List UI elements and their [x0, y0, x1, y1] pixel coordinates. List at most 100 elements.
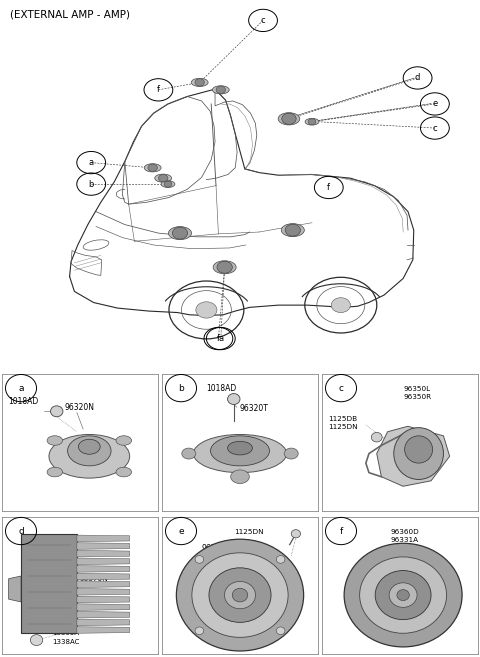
Polygon shape [77, 589, 130, 595]
Text: 13395A: 13395A [52, 629, 79, 635]
Circle shape [164, 181, 172, 187]
Polygon shape [77, 612, 130, 618]
Polygon shape [77, 604, 130, 610]
Circle shape [331, 298, 350, 313]
Circle shape [308, 119, 316, 125]
Polygon shape [77, 543, 130, 549]
Polygon shape [21, 533, 77, 633]
Polygon shape [9, 576, 21, 602]
Ellipse shape [68, 436, 111, 466]
Circle shape [209, 568, 271, 622]
Text: 1018AD: 1018AD [206, 384, 236, 393]
Text: a: a [218, 334, 223, 343]
Polygon shape [77, 596, 130, 602]
Circle shape [397, 589, 409, 600]
Circle shape [389, 583, 417, 607]
Ellipse shape [305, 118, 319, 125]
Text: 96331A: 96331A [391, 537, 419, 543]
Circle shape [375, 570, 431, 620]
Circle shape [344, 543, 462, 647]
Circle shape [360, 557, 446, 633]
Circle shape [192, 553, 288, 637]
Ellipse shape [394, 428, 444, 480]
Text: 1125DB: 1125DB [329, 416, 358, 422]
Circle shape [276, 627, 285, 635]
Ellipse shape [49, 434, 130, 478]
Polygon shape [77, 619, 130, 625]
Text: b: b [88, 179, 94, 189]
Circle shape [172, 227, 188, 239]
Text: 1018AD: 1018AD [9, 397, 39, 406]
Circle shape [276, 556, 285, 563]
Ellipse shape [231, 470, 249, 484]
Text: e: e [178, 526, 184, 535]
Text: c: c [261, 16, 265, 25]
Text: c: c [432, 124, 437, 133]
Ellipse shape [405, 436, 432, 463]
Ellipse shape [212, 86, 229, 94]
Text: 96371: 96371 [201, 544, 226, 553]
Text: 96360D: 96360D [391, 529, 420, 535]
Circle shape [30, 635, 43, 646]
Polygon shape [77, 558, 130, 564]
Circle shape [285, 224, 300, 236]
Ellipse shape [182, 448, 196, 459]
Text: 1125DN: 1125DN [234, 529, 264, 535]
Text: d: d [18, 526, 24, 535]
Text: 96350R: 96350R [403, 394, 431, 400]
Text: f: f [327, 183, 330, 192]
Circle shape [195, 556, 204, 563]
Ellipse shape [116, 467, 132, 477]
Text: 96350L: 96350L [403, 386, 430, 392]
Circle shape [176, 539, 304, 651]
Polygon shape [77, 581, 130, 587]
Circle shape [291, 530, 300, 538]
Ellipse shape [228, 442, 252, 455]
Ellipse shape [47, 467, 62, 477]
Ellipse shape [213, 261, 236, 274]
Text: 1338AC: 1338AC [52, 639, 79, 645]
Polygon shape [77, 574, 130, 580]
Ellipse shape [281, 223, 304, 237]
Circle shape [216, 86, 226, 93]
Circle shape [282, 113, 296, 124]
Circle shape [195, 627, 204, 635]
Polygon shape [77, 551, 130, 557]
Text: 1125DN: 1125DN [329, 424, 358, 430]
Text: f: f [339, 526, 343, 535]
Ellipse shape [155, 174, 172, 182]
Ellipse shape [191, 78, 208, 87]
Circle shape [50, 406, 63, 417]
Ellipse shape [116, 436, 132, 445]
Ellipse shape [144, 164, 161, 172]
Text: f: f [217, 334, 220, 343]
Text: a: a [18, 384, 24, 393]
Text: (EXTERNAL AMP - AMP): (EXTERNAL AMP - AMP) [10, 9, 130, 19]
Circle shape [225, 581, 255, 609]
Text: 96320T: 96320T [240, 404, 269, 413]
Ellipse shape [211, 436, 269, 466]
Text: b: b [178, 384, 184, 393]
Ellipse shape [284, 448, 298, 459]
Ellipse shape [168, 227, 192, 240]
Text: e: e [432, 99, 437, 108]
Circle shape [372, 432, 382, 442]
Ellipse shape [193, 434, 287, 472]
Circle shape [217, 261, 232, 273]
Text: 96320N: 96320N [64, 403, 95, 412]
Circle shape [196, 302, 217, 318]
Text: d: d [415, 74, 420, 82]
Polygon shape [77, 535, 130, 541]
Circle shape [228, 394, 240, 405]
Ellipse shape [161, 181, 175, 187]
Text: f: f [157, 85, 160, 95]
Ellipse shape [78, 440, 100, 454]
Circle shape [158, 175, 168, 182]
Ellipse shape [278, 112, 300, 125]
Ellipse shape [47, 436, 62, 445]
Text: a: a [89, 158, 94, 167]
Polygon shape [77, 627, 130, 633]
Circle shape [232, 588, 248, 602]
Polygon shape [377, 426, 450, 486]
Text: 96370N: 96370N [80, 576, 108, 581]
